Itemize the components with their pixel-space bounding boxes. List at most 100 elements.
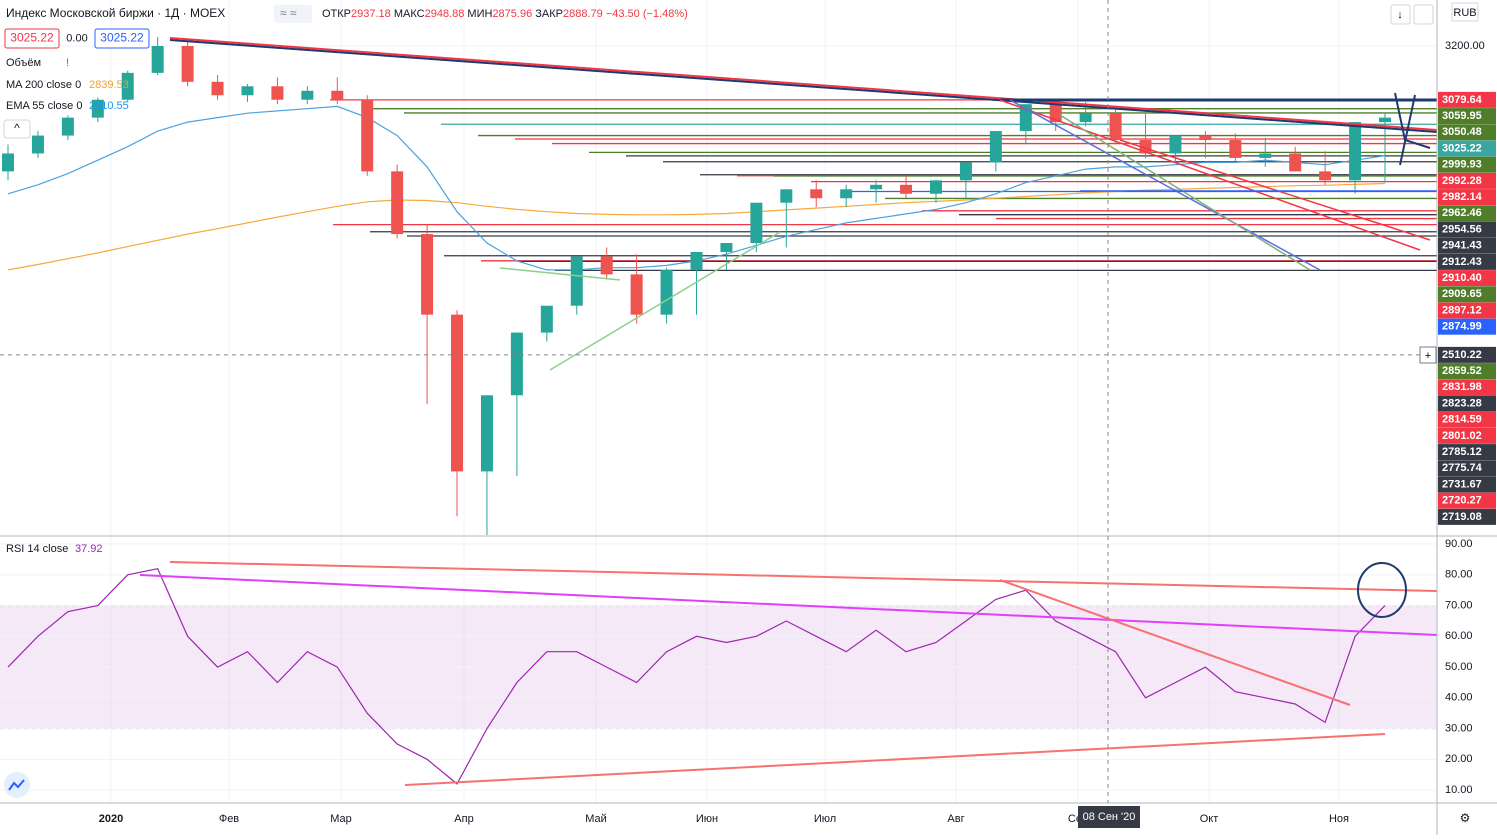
candle-body	[391, 171, 404, 235]
drawings	[139, 37, 1438, 786]
fullscreen-button[interactable]	[1413, 4, 1434, 25]
candle-body	[750, 202, 763, 244]
price-label-box	[1438, 508, 1496, 525]
x-tick-label: Апр	[454, 813, 473, 825]
buy-price: 3025.22	[100, 31, 144, 45]
candle-body	[31, 135, 44, 154]
rsi-tick-label: 10.00	[1445, 784, 1473, 796]
add-level-button[interactable]	[1419, 346, 1437, 364]
candle-body	[840, 189, 853, 199]
crosshair-price-box	[1438, 346, 1496, 363]
trendline	[1059, 114, 1311, 271]
ohlc-field: 2875.96	[492, 8, 532, 20]
price-label: 2785.12	[1442, 446, 1482, 458]
candle-body	[959, 162, 972, 181]
candle-body	[929, 180, 942, 194]
candle-body	[1229, 140, 1242, 158]
price-label-box	[1438, 270, 1496, 287]
candle-body	[2, 153, 14, 172]
candle-body	[660, 269, 673, 315]
trendline	[169, 39, 1438, 133]
x-tick-label: Окт	[1200, 813, 1219, 825]
rsi-tick-label: 50.00	[1445, 661, 1473, 673]
rsi-tick-label: 90.00	[1445, 538, 1473, 550]
x-tick-label: Фев	[219, 813, 239, 825]
price-label-box	[1438, 444, 1496, 461]
candle-body	[61, 117, 74, 136]
legend-volume: Объём	[6, 57, 41, 69]
buy-badge[interactable]	[94, 28, 150, 49]
price-label-box	[1438, 140, 1496, 157]
currency: RUB	[1453, 7, 1476, 19]
rsi-line	[7, 568, 1386, 785]
rsi-tick-label: 80.00	[1445, 569, 1473, 581]
settings-button[interactable]: ⚙	[1460, 811, 1471, 825]
ohlc-field: 2937.18	[351, 8, 391, 20]
price-label: 2731.67	[1442, 478, 1482, 490]
ohlc-field: −43.50 (−1.48%)	[606, 8, 688, 20]
price-label: 2720.27	[1442, 495, 1482, 507]
candle-body	[540, 305, 553, 333]
sell-badge[interactable]	[4, 28, 60, 49]
candle-body	[1109, 113, 1122, 141]
rsi-tick-label: 30.00	[1445, 722, 1473, 734]
price-label-box	[1438, 492, 1496, 509]
candle-body	[91, 99, 104, 118]
x-tick-label: Июл	[814, 813, 836, 825]
candle-body	[570, 256, 583, 306]
collapse-button[interactable]	[3, 119, 31, 139]
price-label-box	[1438, 286, 1496, 303]
ohlc-field: МАКС	[394, 8, 425, 20]
trendline	[1119, 139, 1431, 241]
candle-body	[720, 243, 733, 252]
candle-body	[211, 81, 224, 96]
candle-body	[451, 314, 464, 472]
candle-body	[151, 45, 164, 73]
ohlc-field: 2888.79	[563, 8, 603, 20]
x-tick-label: Ноя	[1329, 813, 1349, 825]
download-button[interactable]	[1390, 4, 1411, 25]
rsi-value: 37.92	[75, 543, 103, 555]
price-label-box	[1438, 253, 1496, 270]
candle-body	[690, 251, 703, 270]
candle-body	[181, 45, 194, 82]
x-tick-label: Мар	[330, 813, 352, 825]
ohlc-field: 2948.88	[425, 8, 465, 20]
rsi-trendline	[404, 733, 1386, 786]
candle-body	[989, 131, 1002, 163]
candle-body	[810, 189, 823, 199]
rsi-tick-label: 40.00	[1445, 692, 1473, 704]
grid	[0, 0, 1437, 803]
price-label: 3025.22	[1442, 142, 1482, 154]
symbol-title: Индекс Московской биржи · 1Д · MOEX	[6, 6, 225, 20]
trendline	[499, 267, 621, 281]
rsi-tick-label: 60.00	[1445, 630, 1473, 642]
time-axis: 2020ФевМарАпрМайИюнИюлАвгСенОктНоя08 Сен…	[99, 806, 1349, 828]
icon: ^	[14, 121, 20, 135]
price-label: 3079.64	[1442, 94, 1483, 106]
price-label: 2775.74	[1442, 462, 1483, 474]
price-label-box	[1438, 318, 1496, 335]
legend-ma: MA 200 close 0	[6, 79, 81, 91]
crosshair-date: 08 Сен '20	[1083, 811, 1136, 823]
price-label-box	[1438, 205, 1496, 222]
price-label: 2912.43	[1442, 256, 1482, 268]
price-label: 2823.28	[1442, 397, 1482, 409]
price-label: 2982.14	[1442, 191, 1483, 203]
compare-button[interactable]	[274, 5, 312, 23]
price-label: 2801.02	[1442, 430, 1482, 442]
ohlc-header: ОТКР2937.18 МАКС2948.88 МИН2875.96 ЗАКР2…	[322, 8, 688, 20]
price-label: 3059.95	[1442, 110, 1482, 122]
price-label-box	[1438, 124, 1496, 141]
crosshair-price: 2510.22	[1442, 349, 1482, 361]
sell-price: 3025.22	[10, 31, 54, 45]
price-label-box	[1438, 460, 1496, 477]
price-label: 2962.46	[1442, 207, 1482, 219]
annotation-circle	[1357, 562, 1407, 618]
price-label-box	[1438, 172, 1496, 189]
candle-body	[361, 99, 374, 172]
trendline	[999, 99, 1421, 251]
price-label: 2999.93	[1442, 159, 1482, 171]
candle-body	[1349, 122, 1362, 181]
candle-body	[1049, 104, 1062, 123]
